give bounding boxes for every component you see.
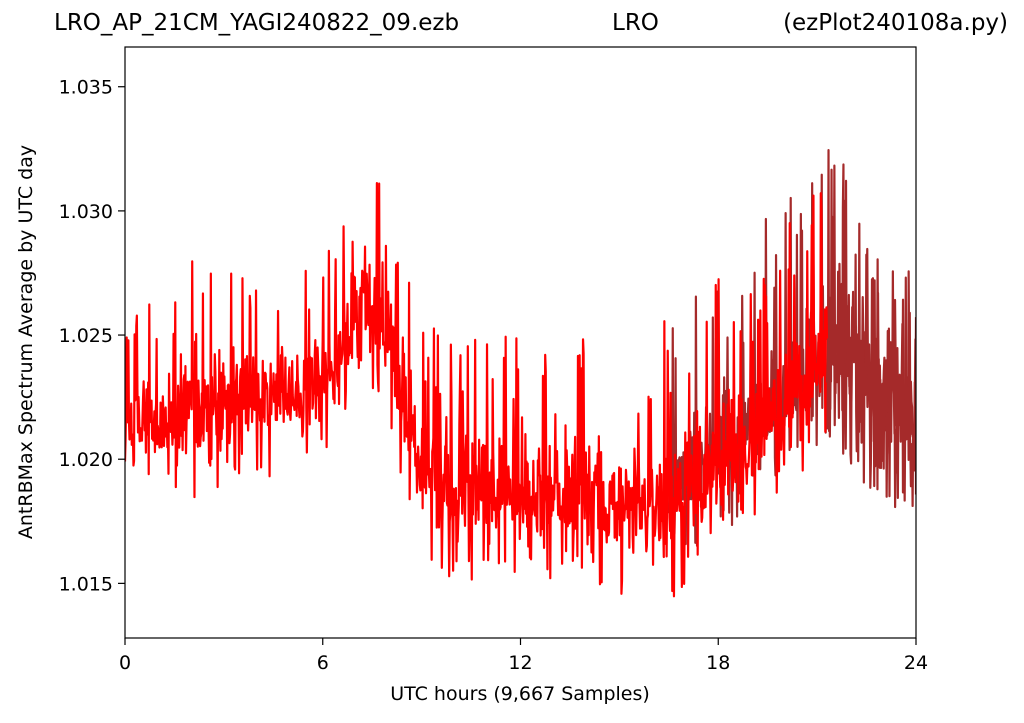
x-tick-label: 24 [904, 652, 928, 674]
y-tick-label: 1.025 [59, 325, 113, 347]
y-tick-label: 1.020 [59, 449, 113, 471]
series-red-line [125, 182, 829, 598]
series-layer [125, 148, 916, 598]
title-station: LRO [612, 10, 659, 36]
x-axis: 0 6 12 18 24 [119, 638, 928, 674]
y-axis-label: AntRBMax Spectrum Average by UTC day [15, 145, 37, 539]
y-tick-label: 1.015 [59, 573, 113, 595]
x-tick-label: 0 [119, 652, 131, 674]
x-tick-label: 18 [706, 652, 730, 674]
x-axis-label: UTC hours (9,667 Samples) [390, 683, 650, 705]
y-axis: 1.015 1.020 1.025 1.030 1.035 [59, 77, 125, 595]
y-tick-label: 1.030 [59, 201, 113, 223]
y-tick-label: 1.035 [59, 77, 113, 99]
title-script: (ezPlot240108a.py) [783, 10, 1008, 36]
x-tick-label: 6 [317, 652, 329, 674]
title-filename: LRO_AP_21CM_YAGI240822_09.ezb [54, 10, 460, 36]
series-brown-tail [825, 163, 916, 502]
x-tick-label: 12 [508, 652, 532, 674]
